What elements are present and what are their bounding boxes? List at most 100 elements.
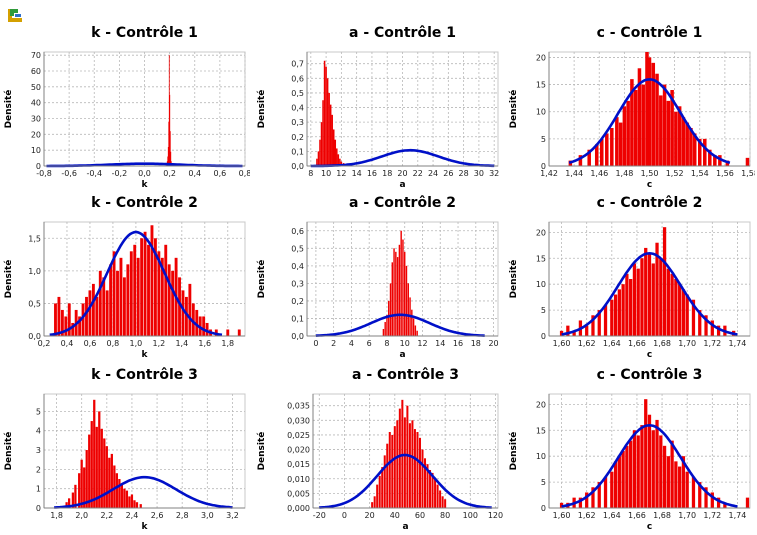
histogram-bar bbox=[339, 158, 341, 166]
x-tick-label: 80 bbox=[440, 511, 450, 520]
y-tick-label: 10 bbox=[536, 108, 546, 117]
histogram-bar bbox=[85, 296, 88, 336]
y-tick-label: 0,7 bbox=[291, 60, 304, 69]
histogram-bar bbox=[411, 309, 413, 336]
y-tick-label: 0,3 bbox=[291, 279, 304, 288]
histogram-bar bbox=[613, 294, 618, 336]
x-tick-label: 1,0 bbox=[130, 339, 143, 348]
histogram-bar bbox=[167, 156, 169, 166]
x-axis-label: c bbox=[647, 180, 652, 190]
y-tick-label: 0,5 bbox=[28, 299, 41, 308]
histogram-bar bbox=[95, 426, 98, 508]
y-tick-label: 0,1 bbox=[291, 147, 304, 156]
histogram-bar bbox=[400, 230, 402, 336]
histogram-bar bbox=[323, 60, 326, 167]
y-axis-label: Densité bbox=[256, 260, 267, 299]
app-logo-icon bbox=[7, 7, 23, 23]
histogram-bar bbox=[692, 133, 697, 166]
histogram-bar bbox=[670, 273, 674, 336]
histogram-bar bbox=[704, 315, 708, 336]
histogram-bar bbox=[316, 158, 318, 166]
x-tick-label: 1,52 bbox=[666, 169, 684, 178]
histogram-bar bbox=[678, 284, 682, 336]
x-tick-label: -20 bbox=[313, 511, 326, 520]
histogram-bar bbox=[666, 100, 671, 166]
y-tick-label: 0,4 bbox=[291, 262, 304, 271]
histogram-bar bbox=[651, 430, 655, 508]
histogram-bar bbox=[157, 251, 161, 336]
x-tick-label: 1,72 bbox=[703, 511, 721, 520]
histogram-bar bbox=[713, 155, 717, 166]
x-tick-label: 22 bbox=[413, 169, 423, 178]
histogram-bar bbox=[424, 458, 427, 508]
x-tick-label: 1,66 bbox=[628, 339, 646, 348]
x-tick-label: 1,2 bbox=[152, 339, 165, 348]
normal-curve bbox=[310, 148, 495, 168]
histogram-bar bbox=[90, 421, 93, 508]
histogram-bar bbox=[697, 138, 702, 166]
histogram-bar bbox=[597, 310, 601, 336]
y-tick-label: 10 bbox=[31, 146, 41, 155]
histogram-bar bbox=[691, 299, 696, 336]
y-axis-label: Densité bbox=[256, 90, 267, 129]
chart-8: a - Contrôle 3 -20 0 20 40 60 80 100 120 0,000 0,0… bbox=[256, 367, 503, 532]
x-tick-label: 26 bbox=[443, 169, 453, 178]
histogram-bar bbox=[621, 284, 625, 336]
histogram-bar bbox=[376, 484, 379, 508]
histogram-bar bbox=[666, 456, 670, 508]
x-axis-label: k bbox=[142, 350, 149, 360]
y-tick-label: 0,3 bbox=[291, 118, 304, 127]
histogram-bar bbox=[78, 316, 82, 336]
chart-title: c - Contrôle 2 bbox=[597, 195, 703, 211]
x-tick-label: 20 bbox=[365, 511, 375, 520]
histogram-bar bbox=[651, 62, 656, 166]
histogram-bar bbox=[336, 148, 338, 166]
histogram-bar bbox=[572, 330, 576, 336]
histogram-bar bbox=[108, 457, 111, 508]
histogram-bar bbox=[135, 502, 139, 508]
histogram-bar bbox=[65, 502, 68, 508]
histogram-bar bbox=[178, 277, 181, 336]
x-tick-label: 0 bbox=[342, 511, 347, 520]
histogram-bar bbox=[703, 138, 707, 166]
x-tick-label: 1,4 bbox=[175, 339, 188, 348]
histogram-bar bbox=[167, 147, 169, 166]
histogram-bar bbox=[80, 459, 83, 508]
histogram-bar bbox=[745, 497, 750, 508]
histogram-bar bbox=[659, 95, 663, 166]
histogram-bar bbox=[147, 244, 150, 336]
histogram-bar bbox=[317, 151, 320, 166]
histogram-bar bbox=[326, 78, 329, 166]
x-tick-label: 4 bbox=[349, 339, 354, 348]
histogram-bar bbox=[71, 492, 75, 508]
x-tick-label: 20 bbox=[397, 169, 407, 178]
x-tick-label: 3,0 bbox=[201, 511, 214, 520]
normal-curve bbox=[319, 453, 492, 509]
histogram-bar bbox=[629, 440, 633, 508]
histogram-bar bbox=[130, 494, 134, 508]
chart-title: k - Contrôle 1 bbox=[91, 25, 198, 41]
x-tick-label: 1,70 bbox=[678, 511, 696, 520]
x-axis-label: c bbox=[647, 522, 652, 532]
histogram-bar bbox=[184, 296, 188, 336]
histogram-bar bbox=[81, 303, 85, 336]
histogram-bar bbox=[691, 476, 696, 508]
histogram-bar bbox=[429, 470, 432, 508]
x-tick-label: 20 bbox=[488, 339, 498, 348]
x-tick-label: -0,4 bbox=[86, 169, 102, 178]
histogram-bar bbox=[331, 114, 333, 166]
histogram-bar bbox=[578, 497, 583, 508]
histogram-bar bbox=[666, 268, 670, 336]
x-tick-label: 0,2 bbox=[163, 169, 176, 178]
x-tick-label: 0 bbox=[313, 339, 318, 348]
y-axis-label: Densité bbox=[256, 432, 267, 471]
histogram-bar bbox=[426, 464, 429, 508]
histogram-bar bbox=[337, 154, 340, 166]
histogram-bar bbox=[677, 106, 682, 166]
histogram-bar bbox=[681, 117, 686, 166]
histogram-bar bbox=[403, 417, 406, 508]
histogram-bar bbox=[647, 57, 652, 166]
y-tick-label: 0 bbox=[541, 162, 546, 171]
histogram-bar bbox=[340, 161, 343, 166]
histogram-bar bbox=[626, 100, 630, 166]
